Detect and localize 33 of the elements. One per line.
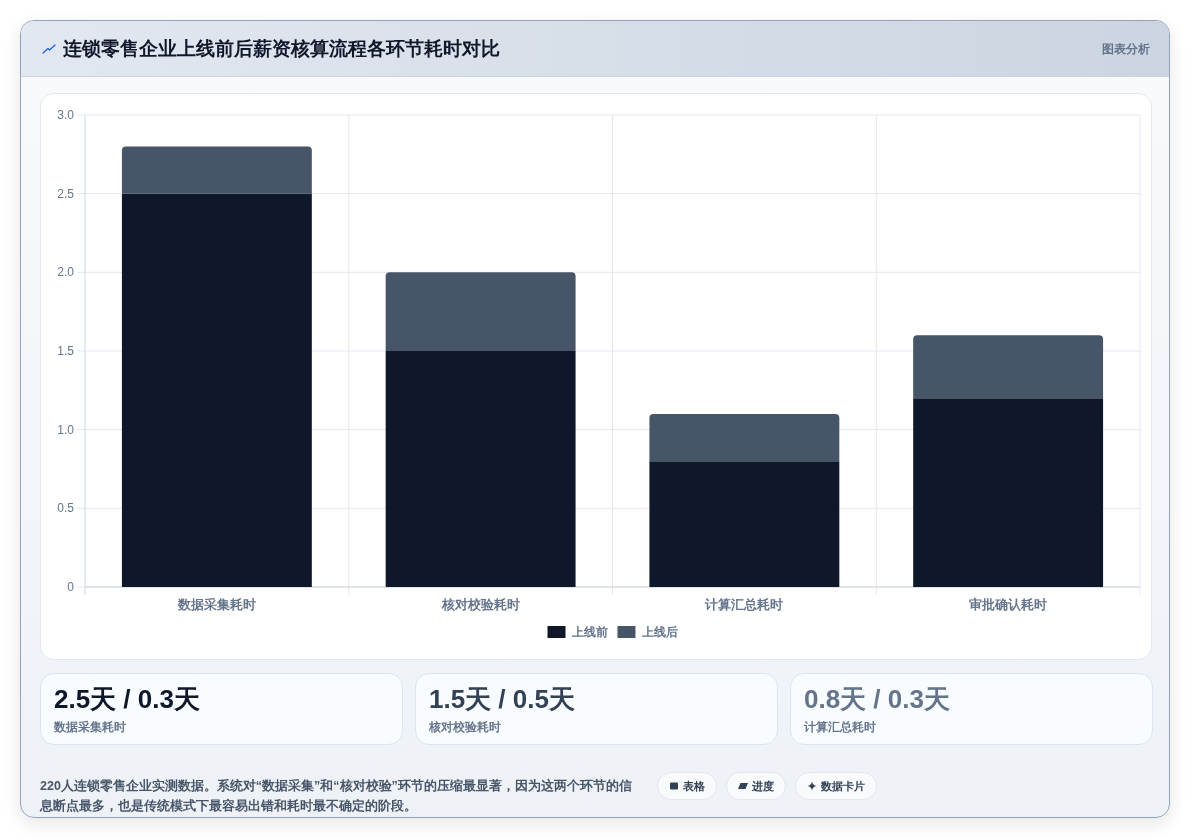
y-tick-label: 1.5: [57, 344, 75, 358]
y-tick-label: 0: [67, 580, 75, 594]
y-tick-label: 0.5: [57, 501, 75, 516]
bar: [385, 351, 576, 587]
button: 数据卡片: [795, 772, 877, 800]
legend-label: 上线前: [570, 625, 608, 639]
x-tick-label: 核对校验耗时: [440, 597, 520, 612]
text: 核对校验耗时: [429, 720, 501, 735]
text: 数据采集耗时: [54, 719, 126, 735]
button: 进度: [726, 772, 786, 800]
chart-title: 连锁零售企业上线前后薪资核算流程各环节耗时对比: [63, 37, 500, 61]
button: 表格: [657, 772, 717, 800]
y-tick-label: 3.0: [57, 108, 75, 122]
y-tick-label: 1.0: [57, 422, 75, 437]
text: 2.5天 / 0.3天: [54, 683, 200, 715]
bar: [913, 335, 1104, 399]
x-tick-label: 数据采集耗时: [176, 597, 256, 612]
bar: [649, 413, 840, 462]
bar: [385, 272, 576, 351]
bar: [121, 193, 312, 587]
y-tick-label: 2.5: [57, 186, 75, 201]
text: 0.8天 / 0.3天: [804, 683, 950, 715]
text: 220人连锁零售企业实测数据。系统对“数据采集”和“核对校验”环节的压缩最显著，因为这两个环节的信息断点最多，也是传统模式下最容易出错和耗时最不确定的阶段。: [40, 778, 633, 815]
text: 计算汇总耗时: [804, 720, 876, 735]
legend-label: 上线后: [640, 625, 678, 639]
text: 1.5天 / 0.5天: [429, 683, 575, 715]
x-tick-label: 审批确认耗时: [969, 597, 1048, 612]
text: 图表分析: [1102, 41, 1150, 58]
y-tick-label: 2.0: [57, 265, 75, 280]
x-tick-label: 计算汇总耗时: [704, 597, 784, 612]
bar: [649, 461, 840, 587]
bar: [121, 146, 312, 194]
bar: [913, 398, 1104, 587]
